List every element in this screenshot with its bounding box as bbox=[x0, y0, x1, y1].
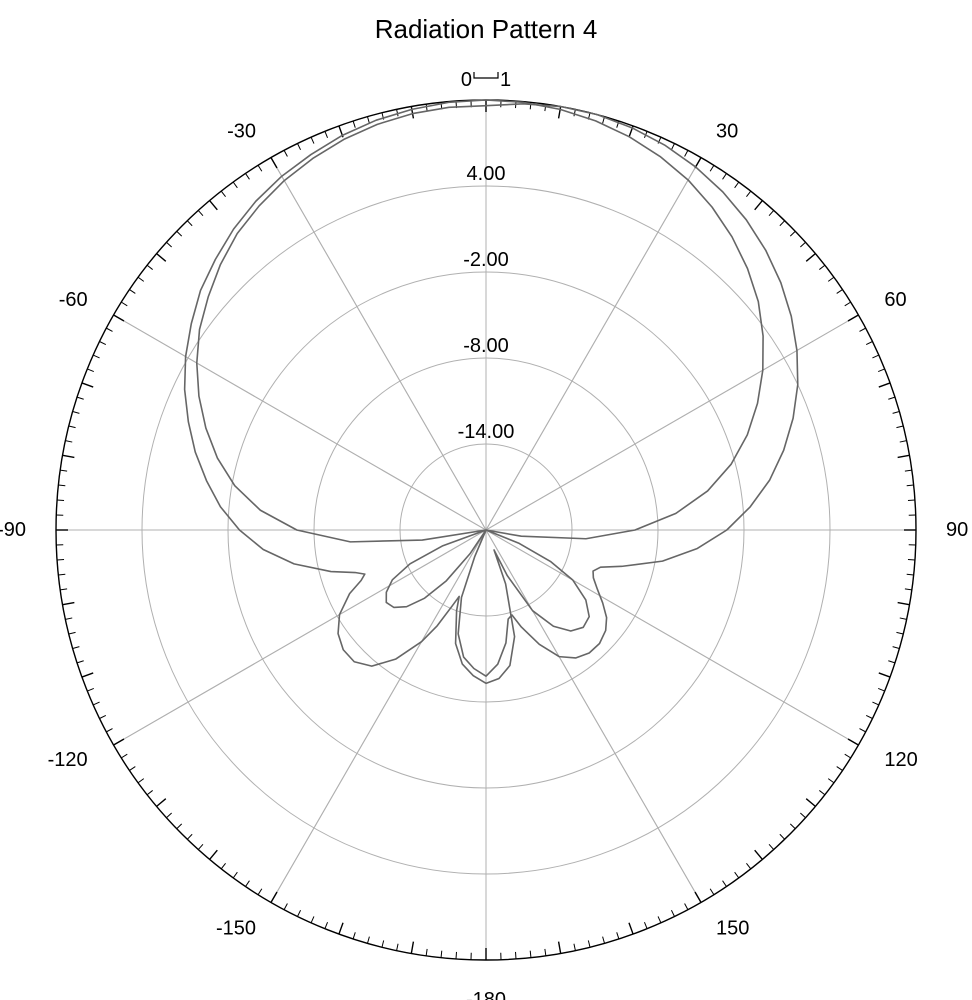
top-label-0: 0 bbox=[461, 69, 472, 91]
angle-label: 60 bbox=[884, 289, 906, 311]
chart-title: Radiation Pattern 4 bbox=[375, 14, 598, 44]
angle-label: 90 bbox=[946, 519, 968, 541]
radial-label: -14.00 bbox=[458, 421, 515, 443]
angle-label: 30 bbox=[716, 121, 738, 143]
angle-label: -60 bbox=[59, 289, 88, 311]
angle-label: -150 bbox=[216, 917, 256, 939]
radial-label: 4.00 bbox=[467, 163, 506, 185]
top-label-1: 1 bbox=[500, 69, 511, 91]
radial-label: -2.00 bbox=[463, 249, 509, 271]
angle-label: -180 bbox=[466, 989, 506, 1000]
angle-label: -120 bbox=[48, 749, 88, 771]
angle-label: -30 bbox=[227, 121, 256, 143]
angle-label: 150 bbox=[716, 917, 749, 939]
radial-label: -8.00 bbox=[463, 335, 509, 357]
angle-label: -90 bbox=[0, 519, 26, 541]
radiation-pattern-chart: Radiation Pattern 4 -30 30 -60 60 -90 90 -120 12… bbox=[0, 0, 972, 1000]
angle-label: 120 bbox=[884, 749, 917, 771]
chart-svg: Radiation Pattern 4 -30 30 -60 60 -90 90 -120 12… bbox=[0, 0, 972, 1000]
